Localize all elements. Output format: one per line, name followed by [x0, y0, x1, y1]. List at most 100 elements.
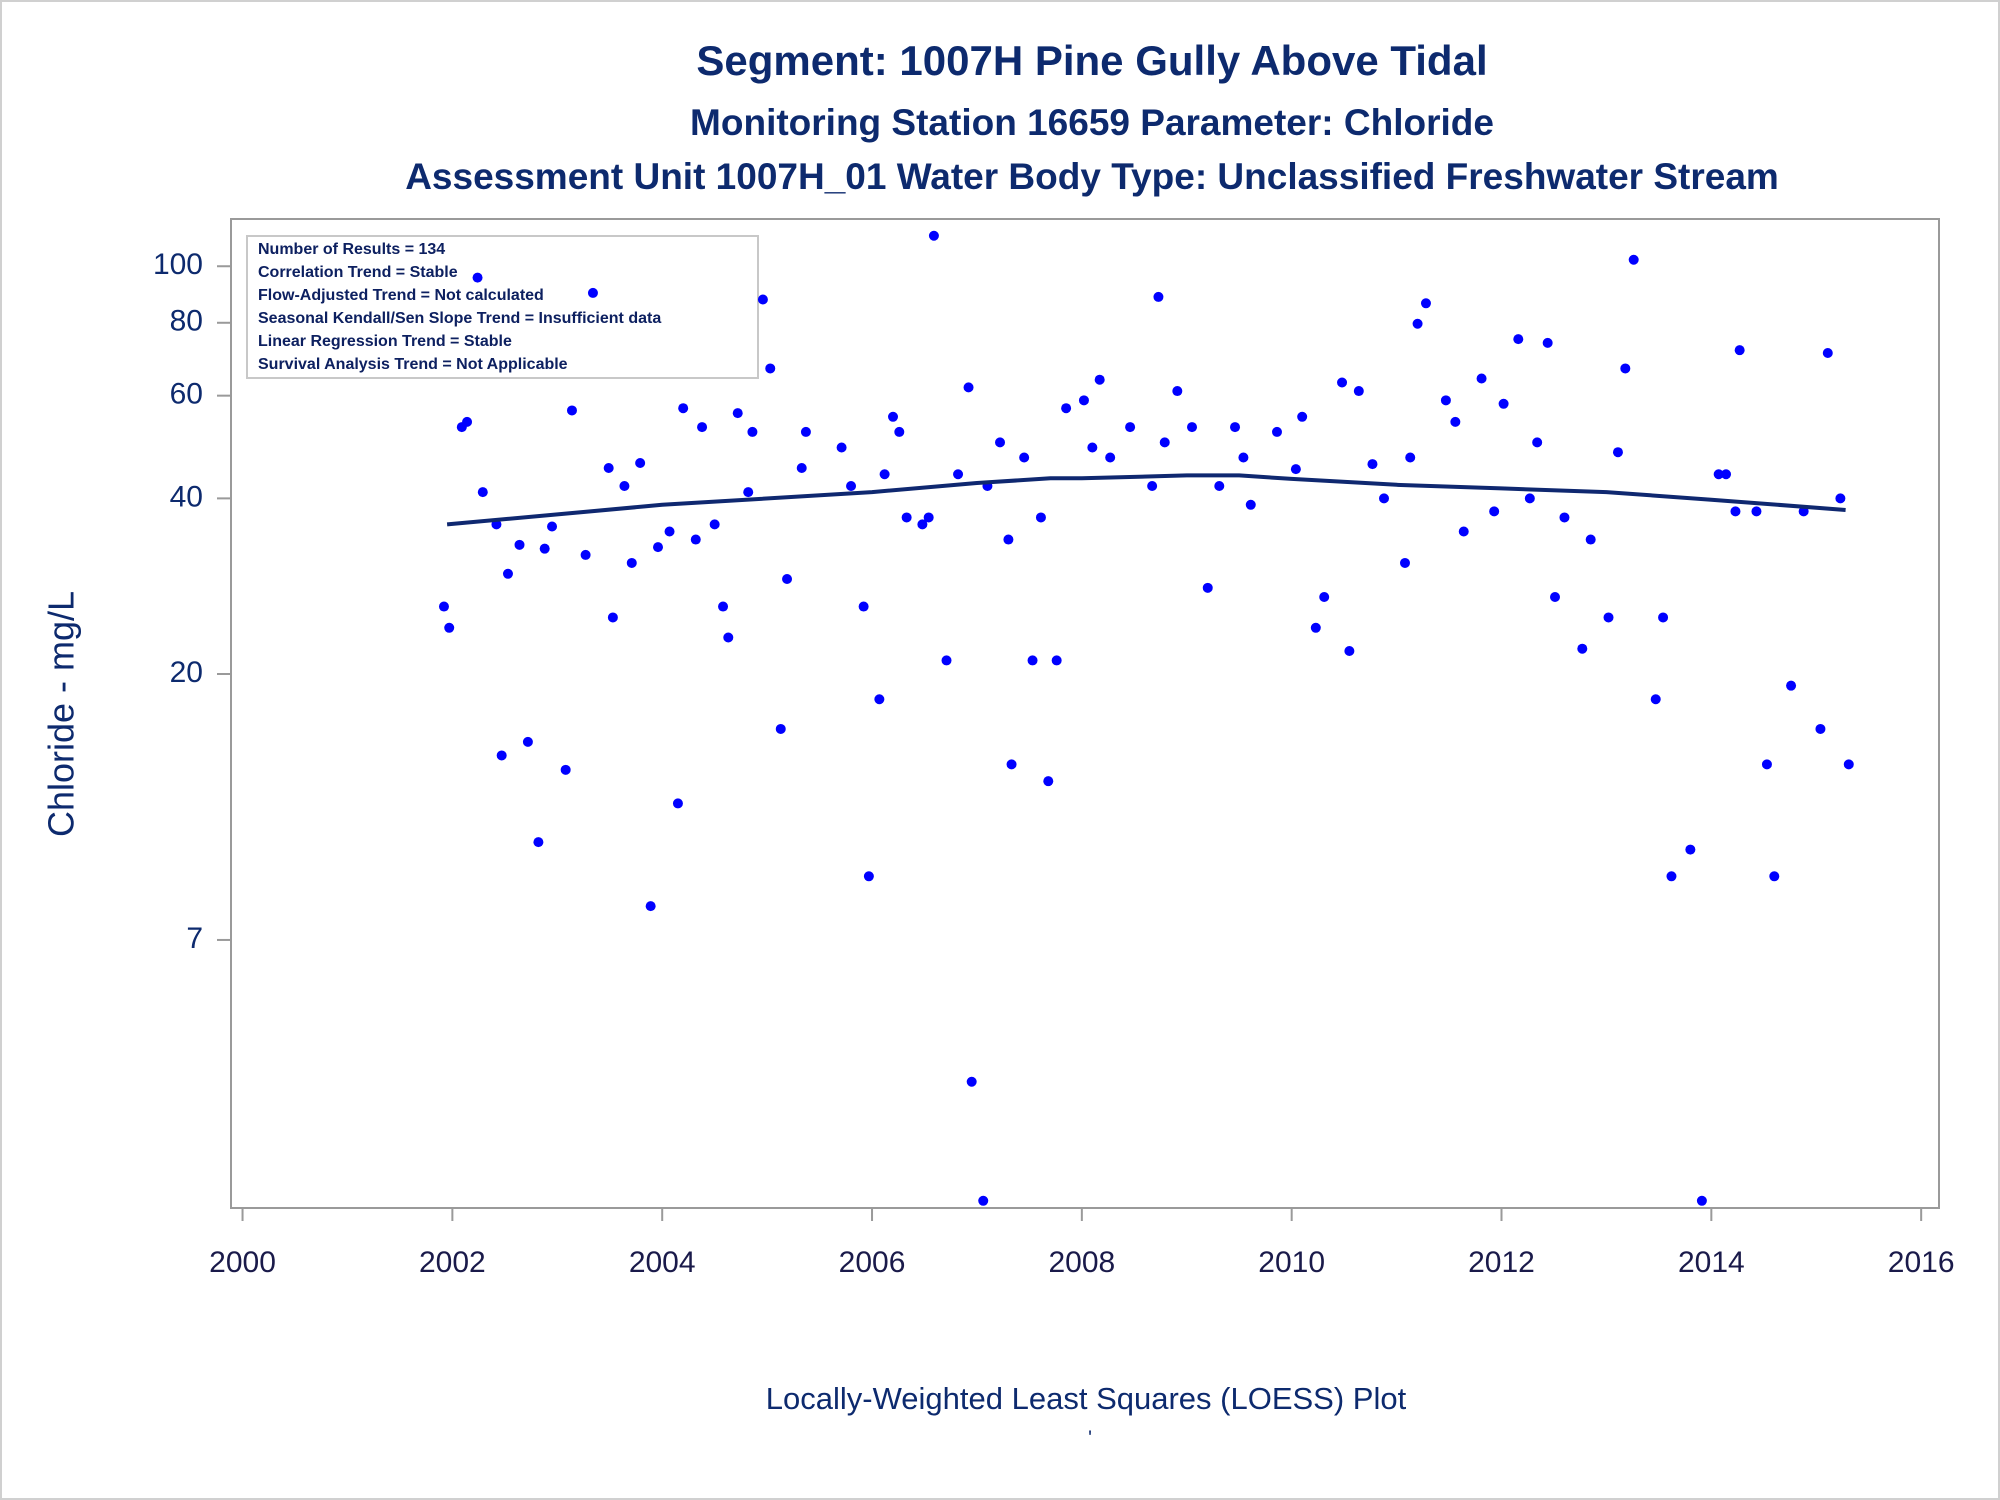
data-point — [1489, 506, 1500, 517]
data-point — [619, 481, 630, 492]
data-point — [1003, 534, 1014, 545]
stats-line: Flow-Adjusted Trend = Not calculated — [258, 287, 544, 304]
data-point — [1620, 363, 1631, 374]
data-point — [765, 363, 776, 374]
data-point — [1450, 416, 1461, 427]
x-tick-label: 2016 — [1888, 1246, 1955, 1279]
data-point — [1822, 348, 1833, 359]
data-point — [1319, 592, 1330, 603]
data-point — [1721, 469, 1732, 480]
data-point — [514, 539, 525, 550]
y-tick-label: 20 — [170, 656, 203, 689]
data-point — [635, 457, 646, 468]
chart-subtitle: Monitoring Station 16659 Parameter: Chlo… — [690, 102, 1494, 143]
data-point — [1344, 645, 1355, 656]
data-point — [1532, 437, 1543, 448]
data-point — [963, 382, 974, 393]
data-point — [1458, 526, 1469, 537]
data-point — [1094, 374, 1105, 385]
data-point — [747, 426, 758, 437]
data-point — [888, 411, 899, 422]
data-point — [1498, 398, 1509, 409]
data-point — [1353, 386, 1364, 397]
data-point — [863, 871, 874, 882]
data-point — [901, 512, 912, 523]
data-point — [1603, 612, 1614, 623]
data-point — [587, 287, 598, 298]
data-point — [522, 736, 533, 747]
data-point — [978, 1195, 989, 1206]
data-point — [1035, 512, 1046, 523]
data-point — [547, 521, 558, 532]
data-point — [560, 764, 571, 775]
data-point — [1658, 612, 1669, 623]
x-tick-label: 2000 — [209, 1246, 276, 1279]
data-point — [879, 469, 890, 480]
data-point — [1476, 373, 1487, 384]
data-point — [800, 426, 811, 437]
data-point — [953, 469, 964, 480]
data-point — [626, 557, 637, 568]
data-point — [1051, 655, 1062, 666]
data-point — [1153, 291, 1164, 302]
data-point — [732, 408, 743, 419]
chart-title: Segment: 1007H Pine Gully Above Tidal — [696, 37, 1487, 84]
stats-line: Number of Results = 134 — [258, 241, 445, 258]
data-point — [874, 694, 885, 705]
data-point — [894, 426, 905, 437]
data-point — [603, 462, 614, 473]
data-point — [1019, 452, 1030, 463]
data-point — [1230, 422, 1241, 433]
data-point — [723, 632, 734, 643]
data-point — [477, 487, 488, 498]
data-point — [653, 542, 663, 553]
data-point — [1125, 422, 1136, 433]
data-point — [796, 462, 807, 473]
data-point — [1524, 493, 1535, 504]
data-point — [1399, 557, 1410, 568]
data-point — [1577, 643, 1588, 654]
data-point — [1172, 386, 1183, 397]
x-tick-label: 2006 — [839, 1246, 906, 1279]
data-point — [678, 403, 689, 414]
y-tick-label: 60 — [170, 378, 203, 411]
data-point — [1628, 254, 1639, 265]
data-point — [1147, 481, 1158, 492]
data-point — [533, 837, 544, 848]
data-point — [672, 798, 683, 809]
data-point — [1513, 334, 1524, 345]
data-point — [1290, 464, 1301, 475]
data-point — [1238, 452, 1249, 463]
data-point — [580, 549, 591, 560]
data-point — [718, 601, 729, 612]
data-point — [928, 230, 939, 241]
data-point — [1006, 759, 1017, 770]
data-point — [1835, 493, 1846, 504]
data-point — [1337, 377, 1348, 388]
data-point — [1159, 437, 1170, 448]
data-point — [757, 294, 768, 305]
data-point — [917, 519, 928, 530]
y-tick-label: 100 — [153, 248, 203, 281]
data-point — [472, 272, 483, 283]
data-point — [1297, 411, 1308, 422]
data-point — [1379, 493, 1390, 504]
data-point — [1550, 592, 1561, 603]
data-point — [645, 901, 656, 912]
stats-line: Seasonal Kendall/Sen Slope Trend = Insuf… — [258, 310, 661, 327]
data-point — [566, 405, 577, 416]
data-point — [1650, 694, 1661, 705]
data-point — [782, 573, 793, 584]
x-tick-label: 2004 — [629, 1246, 696, 1279]
data-point — [836, 442, 847, 453]
data-point — [664, 526, 675, 537]
data-point — [1245, 499, 1256, 510]
data-point — [1105, 452, 1116, 463]
loess-line — [446, 473, 1846, 527]
data-point — [539, 543, 550, 554]
data-point — [1542, 337, 1553, 348]
data-point — [1734, 345, 1745, 356]
data-point — [966, 1076, 977, 1087]
